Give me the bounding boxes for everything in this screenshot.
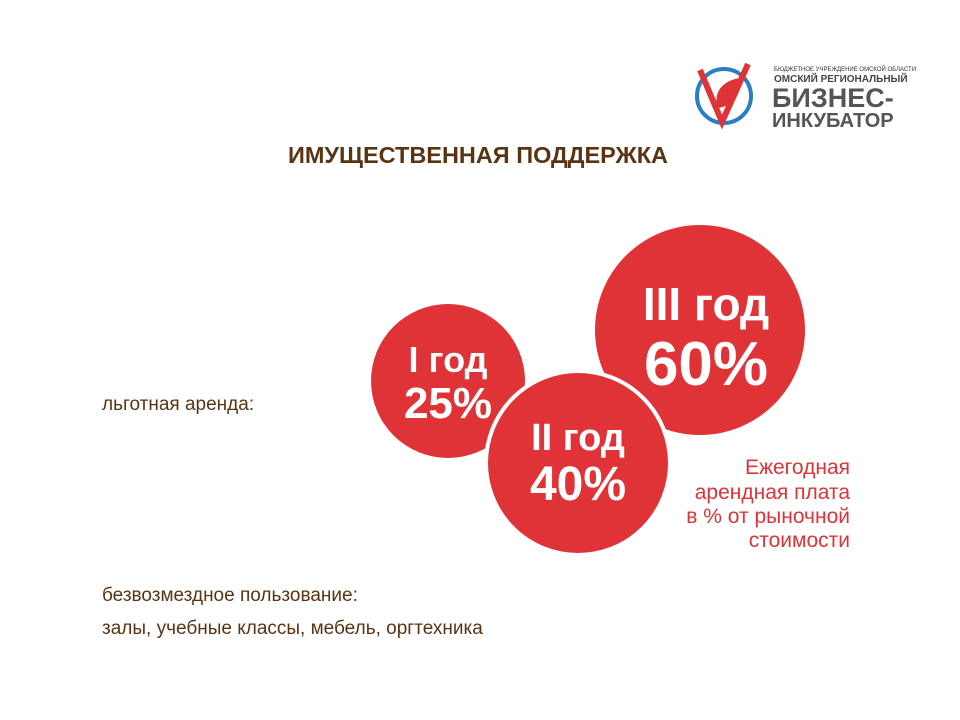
year: II год <box>531 417 625 459</box>
logo-line: ИНКУБАТОР <box>772 110 894 132</box>
logo-line: ОМСКИЙ РЕГИОНАЛЬНЫЙ <box>774 72 908 85</box>
rate: 60% <box>644 330 768 399</box>
caption-line: арендная плата <box>695 481 851 504</box>
caption-line: Ежегодная <box>745 456 850 479</box>
logo-org: БЮДЖЕТНОЕ УЧРЕЖДЕНИЕ ОМСКОЙ ОБЛАСТИ <box>774 65 916 73</box>
logo-line: БИЗНЕС- <box>772 83 894 113</box>
free-use-label: безвозмездное пользование: <box>102 585 358 606</box>
year: III год <box>643 278 769 330</box>
title: ИМУЩЕСТВЕННАЯ ПОДДЕРЖКА <box>288 142 668 168</box>
free-use-items: залы, учебные классы, мебель, оргтехника <box>102 618 483 639</box>
year: I год <box>409 339 488 380</box>
circle <box>595 225 805 435</box>
circle <box>484 369 672 557</box>
rate: 25% <box>404 379 492 428</box>
rate: 40% <box>530 458 626 511</box>
circle <box>371 304 525 458</box>
rent-label: льготная аренда: <box>102 394 254 415</box>
caption-line: в % от рыночной <box>686 505 850 528</box>
caption-line: стоимости <box>749 529 850 552</box>
logo: БЮДЖЕТНОЕ УЧРЕЖДЕНИЕ ОМСКОЙ ОБЛАСТИ ОМСК… <box>695 62 916 132</box>
logo-leaf <box>716 78 741 108</box>
